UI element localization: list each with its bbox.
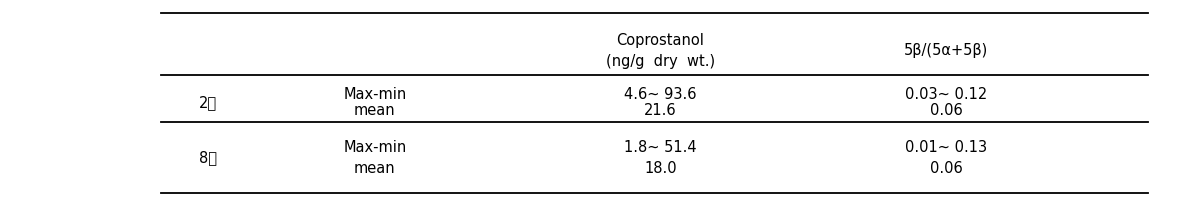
Text: mean: mean	[355, 161, 395, 175]
Text: (ng/g  dry  wt.): (ng/g dry wt.)	[606, 54, 715, 68]
Text: 5β/(5α+5β): 5β/(5α+5β)	[904, 43, 988, 58]
Text: 18.0: 18.0	[644, 161, 677, 175]
Text: 0.06: 0.06	[929, 161, 963, 175]
Text: Max-min: Max-min	[343, 140, 407, 154]
Text: 0.03~ 0.12: 0.03~ 0.12	[904, 87, 988, 101]
Text: 21.6: 21.6	[644, 103, 677, 117]
Text: 0.06: 0.06	[929, 103, 963, 117]
Text: 0.01~ 0.13: 0.01~ 0.13	[904, 140, 988, 154]
Text: 4.6~ 93.6: 4.6~ 93.6	[625, 87, 696, 101]
Text: 8월: 8월	[199, 150, 218, 164]
Text: Coprostanol: Coprostanol	[616, 33, 704, 47]
Text: mean: mean	[355, 103, 395, 117]
Text: 1.8~ 51.4: 1.8~ 51.4	[624, 140, 697, 154]
Text: Max-min: Max-min	[343, 87, 407, 101]
Text: 2월: 2월	[199, 95, 218, 109]
